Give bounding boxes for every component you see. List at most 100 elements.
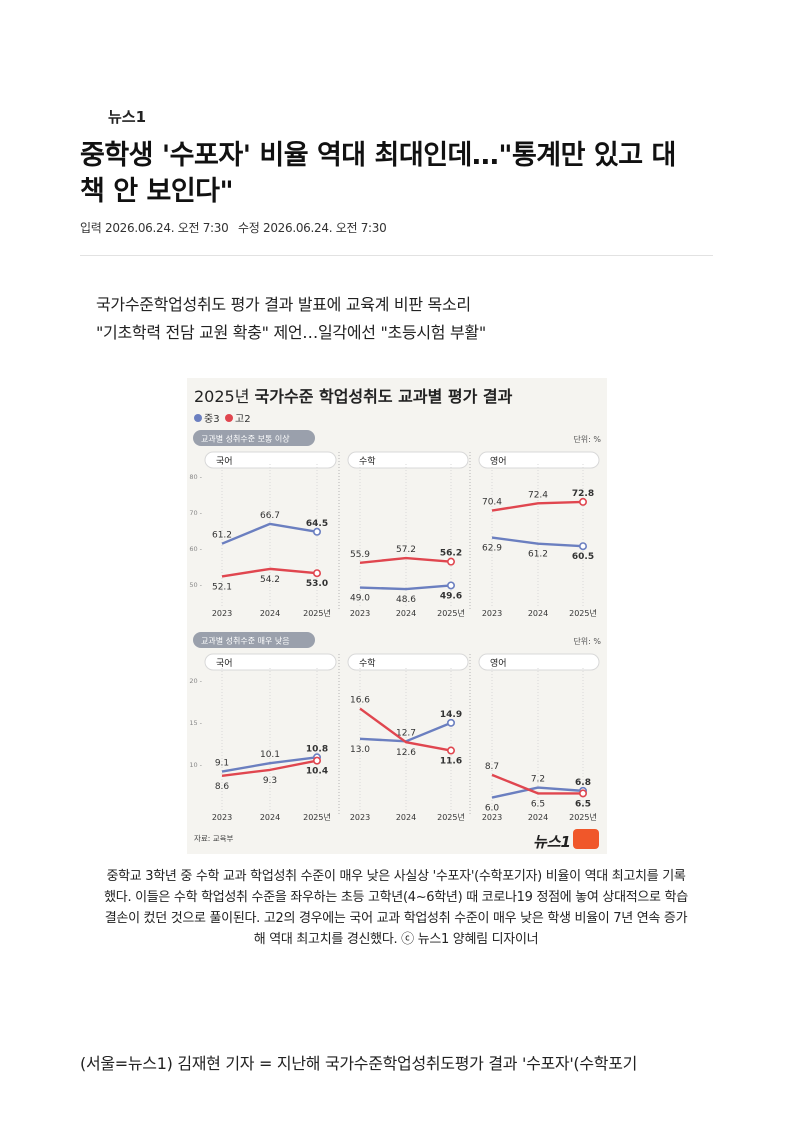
data-label: 6.5 [575, 799, 591, 809]
chart-unit-label-1: 단위: % [573, 636, 601, 646]
logo-mark [573, 829, 599, 849]
data-label: 6.5 [531, 799, 545, 809]
x-tick-label: 2025년 [569, 608, 597, 618]
data-label: 54.2 [260, 575, 280, 585]
subject-label: 영어 [490, 658, 507, 669]
data-label: 9.3 [263, 776, 277, 786]
series-endpoint-고2 [578, 789, 587, 798]
x-tick-label: 2023 [350, 609, 370, 618]
chart-header-pill-1 [193, 632, 315, 648]
data-label: 8.6 [215, 782, 230, 792]
data-label: 11.6 [440, 757, 462, 767]
chart-header-pill-0 [193, 430, 315, 446]
series-line-고2 [221, 567, 318, 578]
data-label: 52.1 [212, 582, 232, 592]
subject-label: 수학 [359, 658, 376, 669]
data-label: 70.4 [482, 498, 502, 508]
source-label: 자료: 교육부 [194, 834, 234, 843]
x-tick-label: 2025년 [437, 812, 465, 822]
series-line-중3 [221, 522, 318, 545]
data-label: 60.5 [572, 552, 594, 562]
series-endpoint-고2 [313, 569, 322, 578]
series-line-중3 [359, 584, 452, 591]
data-label: 10.4 [306, 767, 328, 777]
series-endpoint-고2 [446, 746, 455, 755]
data-label: 48.6 [396, 595, 416, 605]
data-label: 56.2 [440, 549, 462, 559]
article-dates: 입력 2026.06.24. 오전 7:30 수정 2026.06.24. 오전… [80, 219, 392, 236]
data-label: 6.8 [575, 778, 591, 788]
x-tick-label: 2025년 [303, 812, 331, 822]
x-tick-label: 2024 [396, 609, 416, 618]
x-tick-label: 2023 [212, 609, 232, 618]
data-label: 64.5 [306, 519, 328, 529]
data-label: 72.4 [528, 490, 548, 500]
legend-label-series1: 중3 [204, 413, 220, 425]
series-endpoint-고2 [313, 756, 322, 765]
legend-marker-series1 [194, 414, 202, 422]
data-label: 49.6 [440, 591, 462, 601]
series-line-고2 [221, 759, 318, 777]
series-line-중3 [491, 786, 584, 799]
series-endpoint-고2 [578, 497, 587, 506]
chart-header-label-1: 교과별 성취수준 매우 낮음 [201, 636, 290, 646]
data-label: 8.7 [485, 762, 499, 772]
published-date: 입력 2026.06.24. 오전 7:30 [80, 221, 229, 235]
series-line-중3 [491, 536, 584, 548]
x-tick-label: 2023 [482, 813, 502, 822]
y-tick-label: 60 - [189, 545, 202, 553]
chart-unit-label-0: 단위: % [573, 434, 601, 444]
image-caption: 중학교 3학년 중 수학 교과 학업성취 수준이 매우 낮은 사실상 '수포자'… [104, 869, 688, 947]
x-tick-label: 2025년 [303, 608, 331, 618]
data-label: 10.8 [306, 744, 328, 754]
series-endpoint-중3 [446, 581, 455, 590]
data-label: 16.6 [350, 696, 370, 706]
series-line-중3 [221, 756, 318, 773]
subject-label: 영어 [490, 456, 507, 467]
legend-label-series2: 고2 [235, 414, 251, 425]
infographic-title: 2025년 국가수준 학업성취도 교과별 평가 결과 [194, 387, 513, 406]
logo-text: 뉴스1 [533, 833, 571, 851]
y-tick-label: 80 - [189, 473, 202, 481]
headline: 중학생 '수포자' 비율 역대 최대인데…"통계만 있고 대 책 안 보인다" [80, 138, 720, 210]
article-summary: 국가수준학업성취도 평가 결과 발표에 교육계 비판 목소리 "기초학력 전담 … [96, 291, 486, 347]
y-tick-label: 10 - [189, 761, 202, 769]
series-endpoint-중3 [578, 542, 587, 551]
series-endpoint-중3 [313, 527, 322, 536]
subject-pill [347, 653, 469, 671]
infographic-title-year: 2025년 [194, 387, 255, 406]
data-label: 55.9 [350, 550, 370, 560]
data-label: 10.1 [260, 750, 280, 760]
legend-marker-series2 [225, 414, 233, 422]
headline-line-2: 책 안 보인다" [80, 176, 234, 207]
x-tick-label: 2025년 [569, 812, 597, 822]
chart-header-label-0: 교과별 성취수준 보통 이상 [201, 434, 290, 444]
data-label: 61.2 [212, 531, 232, 541]
x-tick-label: 2024 [528, 609, 548, 618]
y-tick-label: 15 - [189, 719, 202, 727]
subject-label: 국어 [216, 658, 233, 669]
subject-pill [478, 451, 600, 469]
headline-line-1: 중학생 '수포자' 비율 역대 최대인데…"통계만 있고 대 [80, 140, 676, 171]
data-label: 12.7 [396, 728, 416, 738]
series-line-고2 [491, 500, 584, 512]
press-name: 뉴스1 [108, 108, 147, 126]
data-label: 9.1 [215, 759, 229, 769]
x-tick-label: 2024 [260, 609, 280, 618]
subject-label: 국어 [216, 456, 233, 467]
x-tick-label: 2024 [396, 813, 416, 822]
data-label: 61.2 [528, 550, 548, 560]
y-tick-label: 50 - [189, 581, 202, 589]
data-label: 6.0 [485, 804, 500, 814]
x-tick-label: 2023 [212, 813, 232, 822]
series-line-고2 [359, 707, 452, 752]
subject-label: 수학 [359, 456, 376, 467]
series-line-고2 [491, 773, 583, 795]
data-label: 14.9 [440, 710, 462, 720]
infographic-title-main: 국가수준 학업성취도 교과별 평가 결과 [255, 387, 513, 406]
series-endpoint-고2 [446, 557, 455, 566]
header-divider [80, 255, 713, 256]
series-endpoint-중3 [446, 718, 455, 727]
